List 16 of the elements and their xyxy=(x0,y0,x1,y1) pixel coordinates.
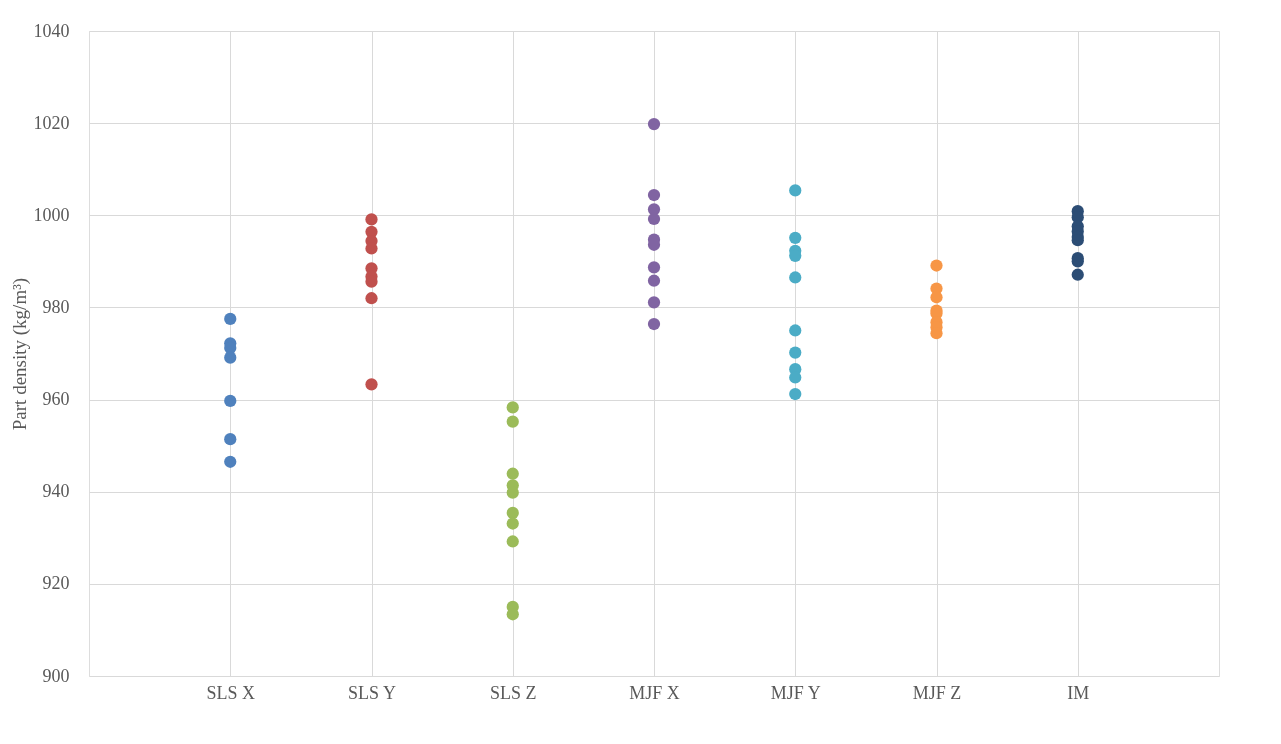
x-tick-label: MJF Y xyxy=(770,682,821,703)
y-tick-label: 1000 xyxy=(33,204,70,225)
y-tick-label: 900 xyxy=(42,665,70,686)
y-tick-label: 960 xyxy=(42,389,70,410)
x-tick-label: IM xyxy=(1067,682,1090,703)
x-tick-label: SLS Y xyxy=(348,682,396,703)
x-tick-label: SLS Z xyxy=(489,682,537,703)
y-tick-label: 1040 xyxy=(33,20,70,41)
y-axis-title: Part density (kg/m³) xyxy=(8,277,31,431)
y-tick-label: 940 xyxy=(42,481,70,502)
y-tick-label: 980 xyxy=(42,296,70,317)
y-tick-label: 1020 xyxy=(33,112,70,133)
x-tick-label: MJF X xyxy=(629,682,680,703)
x-tick-label: MJF Z xyxy=(912,682,962,703)
y-tick-label: 920 xyxy=(42,573,70,594)
x-tick-label: SLS X xyxy=(206,682,256,703)
